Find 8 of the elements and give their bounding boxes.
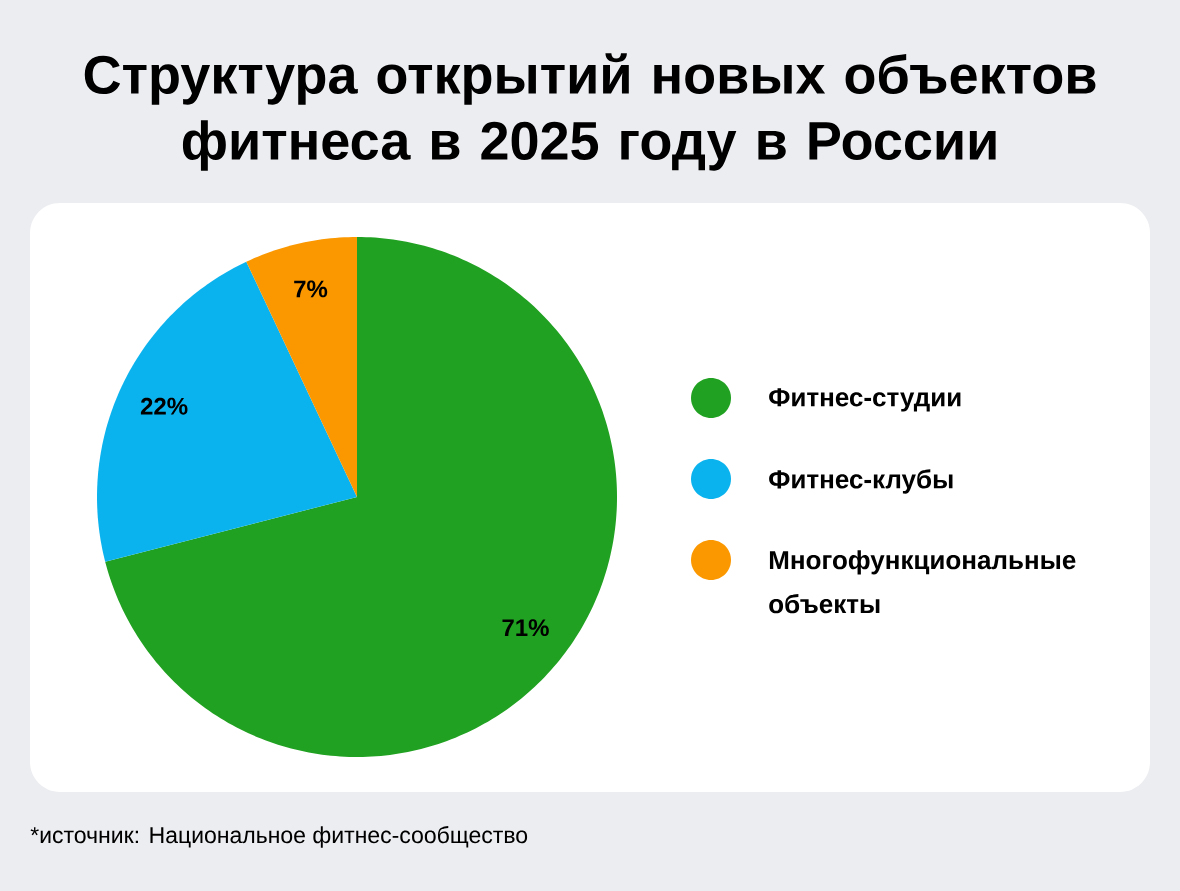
chart-title: Структура открытий новых объектов фитнеса в 2025 году в России [84, 53, 1096, 171]
data-label: 71% [502, 619, 549, 637]
text: *источник: Национальное фитнес-сообщество [30, 826, 528, 848]
data-label: 22% [140, 397, 188, 415]
legend-label: Многофункциональные объекты [769, 550, 1076, 614]
legend-label: Фитнес-студии [769, 388, 961, 412]
data-label: 7% [294, 280, 328, 298]
legend-label: Фитнес-клубы [769, 469, 953, 494]
